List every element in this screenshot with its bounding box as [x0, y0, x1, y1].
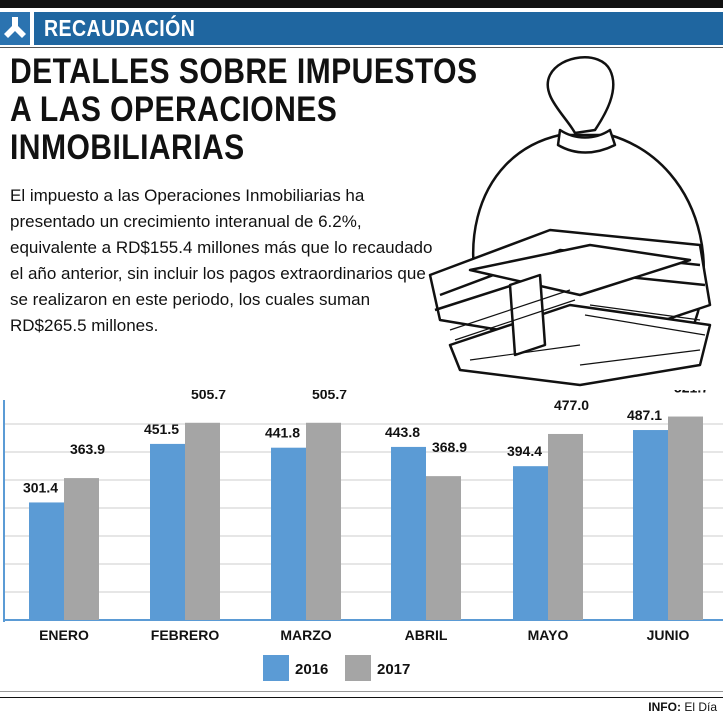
divider [0, 47, 723, 48]
data-label: 301.4 [23, 479, 58, 495]
legend-label: 2016 [295, 661, 328, 678]
money-bag-and-cash-stacks-icon [428, 56, 712, 387]
bar-2017 [185, 422, 220, 620]
bar-2016 [29, 502, 64, 620]
title-line: INMOBILIARIAS [10, 128, 245, 167]
category-label: JUNIO [647, 627, 690, 643]
data-label: 487.1 [627, 407, 662, 423]
section-label: RECAUDACIÓN [44, 15, 196, 41]
bar-2017 [548, 433, 583, 620]
category-label: MARZO [280, 627, 331, 643]
top-bar [0, 0, 723, 8]
data-label: 443.8 [385, 424, 420, 440]
bar-2016 [271, 447, 306, 620]
bar-2017 [426, 476, 461, 620]
bar-2017 [668, 416, 703, 620]
ministry-logo-icon [0, 12, 30, 45]
title-line: DETALLES SOBRE IMPUESTOS [10, 52, 478, 91]
bar-chart: 301.4 363.9 ENERO 451.5 505.7 FEBRERO 441.8 505… [3, 390, 723, 681]
category-label: FEBRERO [151, 627, 220, 643]
bar-2017 [64, 478, 99, 620]
bar-2016 [391, 446, 426, 620]
divider [0, 697, 723, 698]
bar-2016 [633, 430, 668, 620]
data-label: 441.8 [265, 425, 300, 441]
category-label: ABRIL [405, 627, 448, 643]
body-text: El impuesto a las Operaciones Inmobiliar… [10, 186, 433, 335]
page-title: DETALLES SOBRE IMPUESTOS A LAS OPERACION… [10, 53, 477, 167]
title-line: A LAS OPERACIONES [10, 90, 338, 129]
data-label: 394.4 [507, 443, 542, 459]
section-header: RECAUDACIÓN [0, 12, 723, 45]
legend-label: 2017 [377, 661, 410, 678]
data-label: 477.0 [554, 397, 589, 413]
data-label: 363.9 [70, 441, 105, 457]
category-label: ENERO [39, 627, 89, 643]
bar-2016 [513, 466, 548, 620]
data-label: 451.5 [144, 421, 179, 437]
legend-swatch [263, 655, 289, 681]
source-credit: INFO: El Día [648, 700, 717, 714]
category-label: MAYO [528, 627, 569, 643]
data-label: 505.7 [312, 390, 347, 402]
source-label: INFO: [648, 700, 681, 714]
data-label: 521.7 [674, 390, 709, 396]
data-label: 368.9 [432, 439, 467, 455]
bar-2017 [306, 422, 341, 620]
legend-swatch [345, 655, 371, 681]
section-bar: RECAUDACIÓN [34, 12, 723, 45]
divider [0, 691, 723, 692]
source-value: El Día [684, 700, 717, 714]
data-label: 505.7 [191, 390, 226, 402]
bar-2016 [150, 443, 185, 620]
